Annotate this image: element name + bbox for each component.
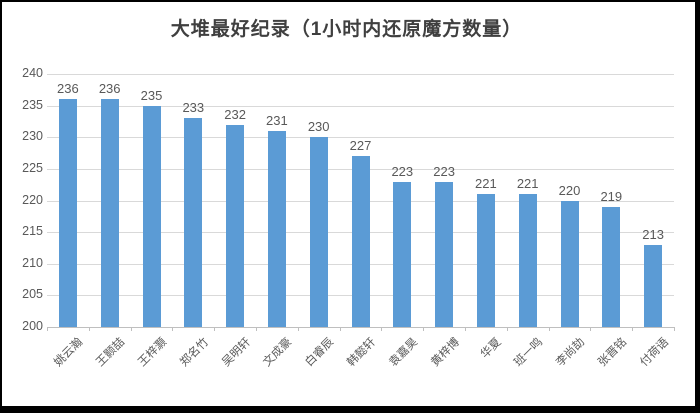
bar [226, 124, 245, 327]
bar [58, 99, 77, 327]
bar-value-label: 223 [433, 163, 455, 179]
y-tick-label: 220 [22, 192, 43, 207]
bar [267, 130, 286, 327]
y-tick-label: 230 [22, 129, 43, 144]
axis-tick [297, 327, 299, 331]
bar [476, 194, 495, 327]
axis-tick [256, 327, 257, 331]
x-category-label: 班一鸣 [512, 336, 546, 370]
x-category-label: 文成豪 [261, 336, 295, 370]
y-tick-label: 240 [22, 66, 43, 80]
y-tick-label: 225 [22, 160, 43, 175]
x-category-label: 白睿辰 [303, 336, 337, 370]
bar-value-label: 232 [224, 106, 246, 122]
x-category-label: 付荷语 [637, 336, 671, 370]
x-category-label: 袁嘉昊 [387, 336, 420, 370]
bar [184, 118, 203, 327]
axis-tick [381, 327, 383, 331]
x-axis-line [47, 327, 674, 328]
y-tick-label: 210 [22, 255, 43, 270]
x-category-label: 韩懿轩 [345, 336, 379, 370]
bar-value-label: 236 [57, 81, 79, 97]
x-category-label: 华夏 [478, 336, 504, 361]
axis-tick [130, 327, 132, 331]
bar [100, 99, 119, 327]
x-category-label: 吴明轩 [219, 336, 253, 370]
axis-tick [465, 327, 466, 331]
axis-tick [674, 327, 675, 331]
y-tick-label: 215 [22, 224, 43, 239]
bar [518, 194, 537, 327]
bar-value-label: 231 [266, 112, 288, 128]
y-tick-label: 205 [22, 287, 43, 302]
axis-tick [548, 327, 550, 331]
bar [435, 181, 454, 327]
x-category-label: 黄梓博 [428, 336, 462, 370]
axis-tick [339, 327, 341, 331]
x-category-label: 李尚劼 [554, 336, 588, 370]
bar [644, 244, 663, 327]
bar-chart: 大堆最好纪录（1小时内还原魔方数量） 200 205 210 215 220 225 230… [22, 19, 675, 370]
axis-tick [172, 327, 174, 331]
gridline [47, 137, 674, 139]
axis-tick [214, 327, 216, 331]
bar [142, 105, 161, 327]
bar-value-label: 230 [307, 119, 330, 135]
gridline [47, 105, 674, 107]
x-category-label: 张晋铭 [596, 336, 629, 370]
bar-value-label: 227 [349, 138, 372, 154]
bar-value-label: 220 [558, 182, 581, 198]
bar-value-label: 213 [642, 226, 664, 242]
axis-tick [88, 327, 90, 331]
bar-value-label: 236 [98, 81, 121, 97]
chart-title: 大堆最好纪录（1小时内还原魔方数量） [170, 19, 523, 40]
gridline [47, 74, 674, 75]
bar-value-label: 221 [475, 176, 497, 192]
bar-value-label: 219 [600, 188, 623, 204]
axis-tick [423, 327, 425, 331]
x-category-label: 姚云瀚 [52, 336, 86, 370]
bar [393, 181, 412, 327]
bar [351, 156, 370, 327]
bar-value-label: 235 [140, 87, 163, 103]
bar-value-label: 233 [182, 100, 205, 116]
axis-tick [590, 327, 592, 331]
bar-value-label: 223 [391, 163, 414, 179]
bar [602, 206, 621, 327]
x-category-label: 郑名竹 [178, 336, 211, 370]
bar [560, 200, 579, 327]
axis-tick [47, 327, 48, 331]
axis-tick [506, 327, 508, 331]
bar-value-label: 221 [516, 176, 539, 192]
x-category-label: 王颢喆 [94, 336, 128, 370]
axis-tick [632, 327, 634, 331]
y-tick-label: 235 [22, 97, 43, 112]
bar [309, 137, 328, 327]
y-tick-label: 200 [22, 319, 43, 333]
x-category-label: 王梓灏 [136, 336, 170, 370]
